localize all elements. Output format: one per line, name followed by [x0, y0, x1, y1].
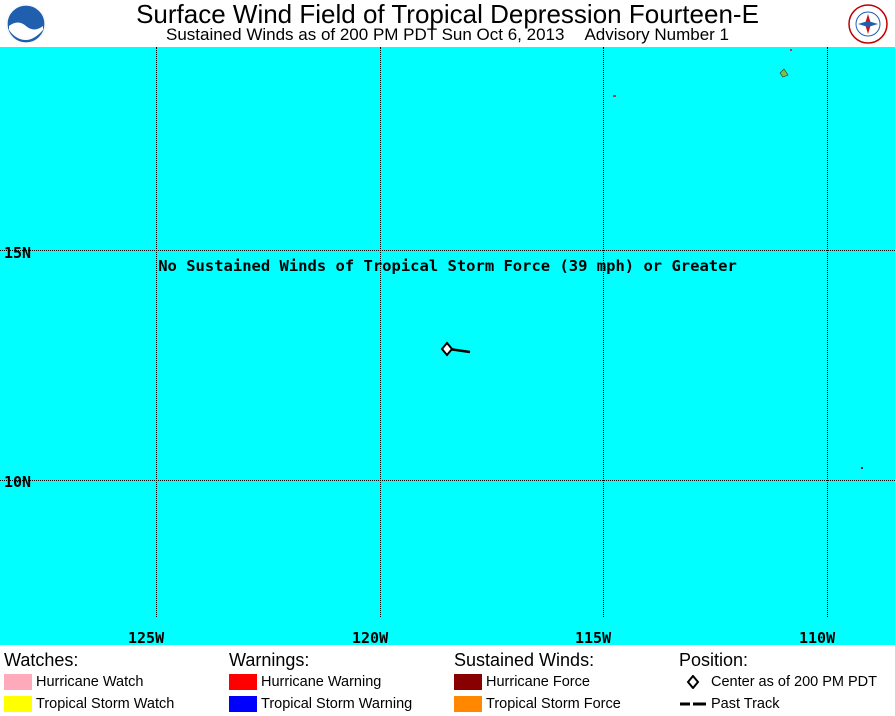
lon-label-120w: 120W: [352, 629, 389, 645]
subtitle-time: Sustained Winds as of 200 PM PDT Sun Oct…: [165, 25, 565, 44]
no-winds-message: No Sustained Winds of Tropical Storm For…: [158, 257, 737, 275]
legend-position: Position: Center as of 200 PM PDT Past T…: [679, 649, 877, 715]
legend-watches: Watches: Hurricane Watch Tropical Storm …: [4, 649, 174, 715]
island-shape: [861, 467, 863, 469]
island-shape: [613, 95, 616, 97]
legend-label: Past Track: [711, 696, 780, 712]
lat-label-15n: 15N: [4, 244, 32, 262]
legend-item: Tropical Storm Force: [454, 693, 621, 715]
header: Surface Wind Field of Tropical Depressio…: [0, 0, 895, 47]
hurricane-watch-swatch: [4, 674, 32, 690]
subtitle-advisory: Advisory Number 1: [584, 25, 730, 44]
legend-item: Past Track: [679, 693, 877, 715]
island-shape: [779, 68, 789, 78]
storm-map: 15N 10N 125W 120W 115W 110W No Sustained…: [0, 47, 895, 645]
legend-winds: Sustained Winds: Hurricane Force Tropica…: [454, 649, 621, 715]
legend-label: Tropical Storm Force: [486, 696, 621, 712]
lat-label-10n: 10N: [4, 473, 32, 491]
legend-label: Hurricane Warning: [261, 674, 382, 690]
legend-label: Hurricane Watch: [36, 674, 144, 690]
hurricane-warning-swatch: [229, 674, 257, 690]
legend-heading-winds: Sustained Winds:: [454, 650, 595, 670]
hurricane-force-swatch: [454, 674, 482, 690]
gridline-15n: [0, 250, 895, 251]
legend-item: Tropical Storm Warning: [229, 693, 412, 715]
legend-heading-watches: Watches:: [4, 650, 79, 670]
map-overlay: [440, 49, 863, 469]
gridline-115w: [603, 47, 604, 617]
legend-label: Tropical Storm Watch: [36, 696, 175, 712]
page-subtitle: Sustained Winds as of 200 PM PDT Sun Oct…: [0, 25, 895, 45]
legend-label: Tropical Storm Warning: [261, 696, 413, 712]
lon-label-110w: 110W: [799, 629, 836, 645]
page-title: Surface Wind Field of Tropical Depressio…: [136, 0, 759, 29]
legend-item: Center as of 200 PM PDT: [679, 671, 877, 693]
legend-item: Hurricane Force: [454, 671, 621, 693]
legend-item: Hurricane Warning: [229, 671, 412, 693]
tropical-storm-watch-swatch: [4, 696, 32, 712]
gridline-110w: [827, 47, 828, 617]
legend-heading-warnings: Warnings:: [229, 650, 310, 670]
past-track-icon: [679, 696, 707, 712]
gridline-10n: [0, 480, 895, 481]
legend: Watches: Hurricane Watch Tropical Storm …: [0, 645, 895, 716]
legend-item: Hurricane Watch: [4, 671, 174, 693]
noaa-logo: [6, 4, 46, 44]
legend-label: Center as of 200 PM PDT: [711, 674, 878, 690]
tropical-storm-warning-swatch: [229, 696, 257, 712]
lon-label-125w: 125W: [128, 629, 165, 645]
legend-label: Hurricane Force: [486, 674, 590, 690]
nws-logo: [848, 4, 888, 44]
gridline-120w: [380, 47, 381, 617]
storm-center-diamond-icon: [440, 341, 454, 357]
legend-warnings: Warnings: Hurricane Warning Tropical Sto…: [229, 649, 412, 715]
lon-label-115w: 115W: [575, 629, 612, 645]
legend-heading-position: Position:: [679, 650, 749, 670]
gridline-125w: [156, 47, 157, 617]
island-shape: [790, 49, 792, 51]
diamond-icon: [679, 674, 707, 690]
tropical-storm-force-swatch: [454, 696, 482, 712]
legend-item: Tropical Storm Watch: [4, 693, 174, 715]
